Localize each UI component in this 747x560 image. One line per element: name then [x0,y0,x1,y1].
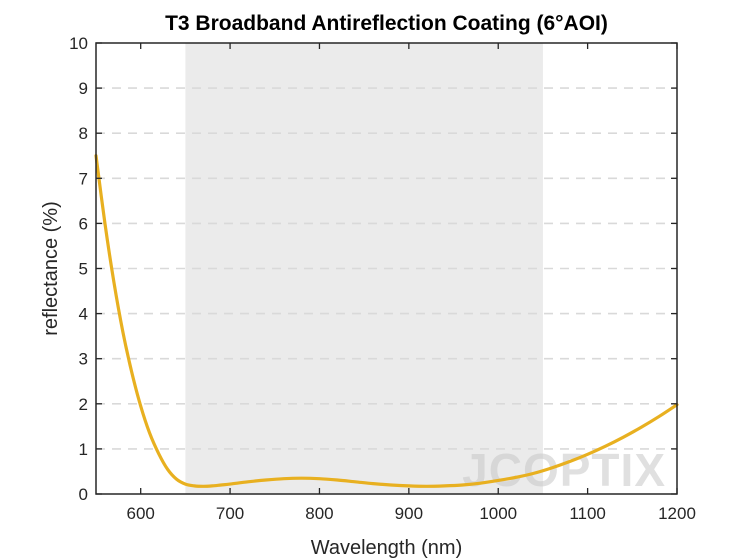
y-tick-label: 1 [79,440,88,459]
y-tick-label: 2 [79,395,88,414]
chart-title: T3 Broadband Antireflection Coating (6°A… [165,12,608,35]
y-axis-label: reflectance (%) [40,201,62,336]
y-tick-label: 0 [79,485,88,504]
watermark-logo: JCOPTIX [462,444,666,496]
y-tick-label: 10 [69,34,88,53]
y-tick-label: 9 [79,79,88,98]
y-tick-label: 3 [79,350,88,369]
x-tick-label: 600 [127,504,155,523]
y-tick-label: 6 [79,214,88,233]
x-tick-label: 1200 [658,504,696,523]
x-tick-label: 700 [216,504,244,523]
highlight-band [185,43,543,494]
axis-ticks: 0 1 2 3 4 5 6 7 8 9 10 600 700 800 900 1000 1100 1200 [69,34,696,523]
series-line [94,154,679,488]
y-tick-label: 7 [79,169,88,188]
x-tick-label: 800 [305,504,333,523]
y-tick-label: 4 [79,305,88,324]
grid-lines [96,87,677,450]
x-axis-label: Wavelength (nm) [311,537,463,559]
x-tick-label: 1000 [479,504,517,523]
x-tick-label: 900 [395,504,423,523]
y-tick-label: 8 [79,124,88,143]
x-tick-label: 1100 [569,504,606,523]
y-tick-label: 5 [79,260,88,279]
